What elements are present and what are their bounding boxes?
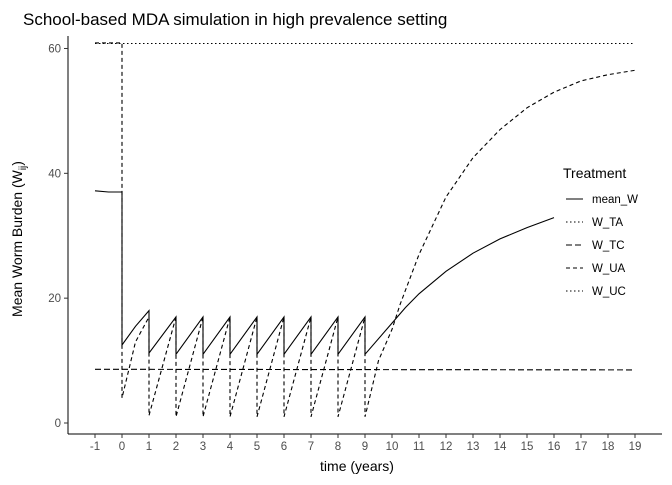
y-tick-label: 60: [48, 43, 61, 55]
x-tick-label: 2: [173, 441, 179, 453]
x-tick-label: 19: [629, 441, 642, 453]
y-axis-label-sub: ij: [18, 166, 29, 170]
x-tick-label: 16: [548, 441, 561, 453]
legend-label-w-ta: W_TA: [592, 217, 623, 229]
x-tick-label: 11: [413, 441, 425, 453]
y-axis-label: Mean Worm Burden (Wij): [9, 161, 29, 317]
x-tick-label: 12: [440, 441, 453, 453]
x-tick-label: 9: [362, 441, 368, 453]
series-layer: [94, 42, 636, 417]
chart-title: School-based MDA simulation in high prev…: [23, 10, 447, 29]
x-tick-label: 18: [602, 441, 615, 453]
x-tick-label: 4: [227, 441, 234, 453]
y-axis-label-close: ): [9, 161, 25, 166]
legend-title: Treatment: [563, 165, 626, 181]
x-axis-label: time (years): [320, 458, 394, 474]
legend: Treatment mean_W W_TA W_TC W_UA W_UC: [563, 165, 638, 298]
legend-label-w-uc: W_UC: [592, 286, 626, 298]
series-line-mean-w: [94, 190, 555, 357]
x-tick-label: -1: [90, 441, 100, 453]
x-tick-label: 1: [146, 441, 152, 453]
series-line-w-ua: [95, 42, 636, 417]
x-tick-label: 3: [200, 441, 206, 453]
legend-label-mean-w: mean_W: [592, 194, 638, 206]
y-tick-label: 40: [48, 168, 61, 180]
y-axis-label-main: Mean Worm Burden (W: [9, 169, 25, 317]
y-tick-label: 20: [48, 293, 61, 305]
x-tick-label: 7: [308, 441, 314, 453]
legend-label-w-tc: W_TC: [592, 240, 625, 252]
x-tick-label: 15: [521, 441, 534, 453]
legend-label-w-ua: W_UA: [592, 263, 626, 275]
x-tick-label: 10: [386, 441, 399, 453]
x-tick-label: 6: [281, 441, 287, 453]
x-tick-label: 13: [467, 441, 480, 453]
x-tick-label: 17: [575, 441, 588, 453]
x-tick-label: 5: [254, 441, 260, 453]
x-tick-label: 14: [494, 441, 507, 453]
x-tick-label: 8: [335, 441, 341, 453]
x-tick-label: 0: [119, 441, 125, 453]
y-tick-label: 0: [55, 418, 61, 430]
